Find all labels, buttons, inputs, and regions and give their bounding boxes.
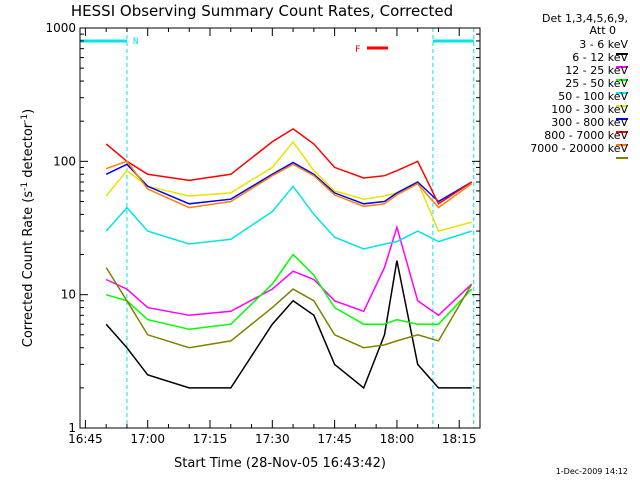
legend-entry: 7000 - 20000 keV <box>530 142 628 155</box>
plot-frame <box>79 27 481 429</box>
y-ticks: 1 10 100 1000 <box>45 21 480 435</box>
y-axis-label: Corrected Count Rate (s-1 detector-1) <box>20 109 36 347</box>
legend-entry: 6 - 12 keV <box>572 51 628 64</box>
y-axis-label-sup1: -1 <box>20 182 30 191</box>
y-axis-label-sup2: -1 <box>20 114 30 123</box>
legend-header-line2: Att 0 <box>590 24 616 37</box>
legend-entry: 100 - 300 keV <box>551 103 628 116</box>
x-axis-label: Start Time (28-Nov-05 16:43:42) <box>174 456 386 471</box>
x-tick-label: 18:00 <box>380 432 415 446</box>
series-line-8 <box>105 267 473 349</box>
legend-entry: 25 - 50 keV <box>565 77 628 90</box>
series-lines <box>105 127 473 390</box>
legend-entry: 800 - 7000 keV <box>544 129 628 142</box>
axes <box>79 27 481 429</box>
y-tick-label: 1000 <box>45 21 76 35</box>
flare-label: F <box>355 45 360 55</box>
x-tick-label: 17:45 <box>317 432 352 446</box>
legend-header-line1: Det 1,3,4,5,6,9, <box>542 12 628 25</box>
series-line-6 <box>105 127 473 205</box>
legend-entry: 50 - 100 keV <box>558 90 628 103</box>
x-tick-label: 16:45 <box>68 432 103 446</box>
x-tick-label: 18:15 <box>442 432 477 446</box>
series-line-7 <box>105 160 473 209</box>
series-line-2 <box>105 253 473 331</box>
y-axis-label-mid: detector <box>21 122 36 182</box>
legend-entry: 12 - 25 keV <box>565 64 628 77</box>
x-tick-label: 17:00 <box>130 432 165 446</box>
series-line-0 <box>105 260 472 390</box>
y-tick-label: 100 <box>53 154 76 168</box>
series-line-1 <box>105 224 473 317</box>
series-line-5 <box>105 161 473 205</box>
chart-title: HESSI Observing Summary Count Rates, Cor… <box>71 2 453 20</box>
legend-entry: 300 - 800 keV <box>551 116 628 129</box>
series-line-3 <box>105 185 472 250</box>
y-tick-label: 10 <box>61 288 76 302</box>
y-tick-label: 1 <box>68 421 76 435</box>
y-axis-label-suffix: ) <box>21 109 36 114</box>
x-tick-label: 17:15 <box>193 432 228 446</box>
x-tick-label: 17:30 <box>255 432 290 446</box>
legend-entry: 3 - 6 keV <box>579 38 628 51</box>
night-label: N <box>133 37 138 47</box>
x-ticks: 16:45 17:00 17:15 17:30 17:45 18:00 18:15 <box>68 28 481 446</box>
y-axis-label-prefix: Corrected Count Rate (s <box>21 191 36 348</box>
date-stamp: 1-Dec-2009 14:12 <box>556 467 628 476</box>
